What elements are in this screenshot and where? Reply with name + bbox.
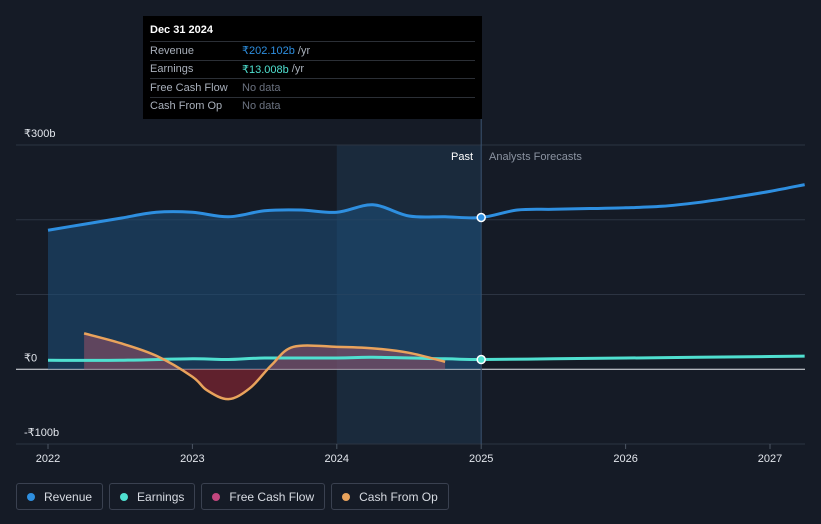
- chart-lines: [47, 183, 805, 401]
- past-label: Past: [451, 151, 473, 163]
- tooltip-row-earnings: Earnings ₹13.008b /yr: [150, 59, 475, 79]
- tooltip-row-fcf: Free Cash Flow No data: [150, 78, 475, 97]
- legend-dot-icon: [27, 492, 35, 501]
- y-axis-ticks: ₹300b ₹0 -₹100b: [24, 128, 59, 439]
- legend-label: Revenue: [44, 489, 93, 504]
- x-tick-label: 2025: [469, 453, 493, 465]
- tooltip-label: Earnings: [150, 63, 194, 76]
- y-tick-label: -₹100b: [24, 427, 59, 439]
- tooltip-value: ₹202.102b: [242, 45, 295, 58]
- tooltip-value: No data: [242, 100, 281, 113]
- x-tick-label: 2027: [758, 453, 782, 465]
- legend-label: Free Cash Flow: [229, 489, 315, 504]
- x-tick-label: 2023: [180, 453, 204, 465]
- tooltip-value: No data: [242, 81, 281, 94]
- x-tick-label: 2026: [613, 453, 637, 465]
- legend-label: Earnings: [137, 489, 185, 504]
- x-axis-ticks: 2022 2023 2024 2025 2026 2027: [36, 444, 782, 465]
- legend: Revenue Earnings Free Cash Flow Cash Fro…: [16, 483, 449, 510]
- tooltip-date: Dec 31 2024: [150, 24, 213, 36]
- legend-revenue[interactable]: Revenue: [16, 483, 104, 510]
- revenue-marker: [476, 212, 486, 223]
- cash-from-op-line: [83, 332, 446, 401]
- tooltip-label: Free Cash Flow: [150, 81, 228, 94]
- legend-dot-icon: [342, 492, 351, 501]
- y-tick-label: ₹0: [24, 352, 37, 364]
- x-tick-label: 2024: [325, 453, 349, 465]
- tooltip-row-cfo: Cash From Op No data: [150, 96, 475, 116]
- tooltip-unit: /yr: [297, 44, 311, 57]
- legend-dot-icon: [120, 492, 129, 501]
- y-tick-label: ₹300b: [24, 128, 55, 140]
- revenue-line: [47, 183, 805, 232]
- tooltip-label: Revenue: [150, 44, 195, 57]
- legend-label: Cash From Op: [359, 489, 438, 504]
- legend-free-cash-flow[interactable]: Free Cash Flow: [201, 483, 326, 510]
- legend-dot-icon: [212, 492, 221, 501]
- revenue-area: [48, 204, 482, 370]
- legend-earnings[interactable]: Earnings: [109, 483, 196, 510]
- cash-from-op-area-positive: [84, 333, 446, 370]
- tooltip-label: Cash From Op: [150, 100, 223, 113]
- forecast-label: Analysts Forecasts: [489, 151, 582, 163]
- chart-markers: [476, 212, 486, 365]
- tooltip-row-revenue: Revenue ₹202.102b /yr: [150, 41, 475, 60]
- earnings-marker: [476, 354, 486, 365]
- x-tick-label: 2022: [36, 453, 60, 465]
- chart-areas: [48, 204, 482, 400]
- tooltip-unit: /yr: [291, 63, 304, 76]
- earnings-line: [47, 354, 805, 362]
- legend-cash-from-op[interactable]: Cash From Op: [331, 483, 449, 510]
- tooltip-value: ₹13.008b: [242, 63, 289, 76]
- tooltip: Dec 31 2024 Revenue ₹202.102b /yr Earnin…: [143, 16, 482, 119]
